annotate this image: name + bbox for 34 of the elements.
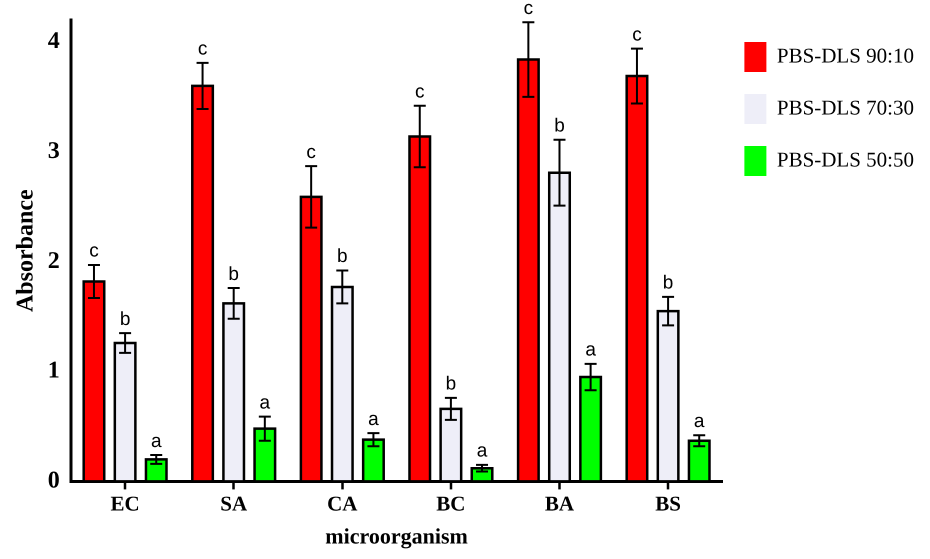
data-label: b (120, 308, 130, 330)
data-label: b (337, 246, 348, 268)
data-label: c (306, 142, 316, 163)
data-label: b (446, 374, 456, 395)
x-tick-label: BS (655, 491, 681, 516)
x-tick-label: SA (220, 491, 248, 516)
data-label: c (415, 81, 425, 102)
data-label: b (662, 272, 674, 294)
data-label: b (228, 264, 239, 285)
data-label: a (476, 440, 488, 462)
y-tick-label: 0 (48, 468, 60, 494)
y-tick-label: 4 (48, 28, 60, 54)
x-axis-title: microorganism (325, 523, 468, 548)
data-label: b (554, 115, 565, 136)
x-tick-label: BA (544, 491, 575, 516)
data-label: a (260, 392, 271, 414)
data-label: c (524, 0, 534, 19)
data-label: c (89, 240, 99, 262)
data-label: a (585, 340, 596, 361)
legend-label: PBS-DLS 90:10 (776, 44, 914, 68)
x-tick-label: CA (327, 491, 358, 516)
y-tick-label: 2 (48, 248, 60, 274)
y-tick-label: 3 (48, 138, 60, 164)
data-label: a (150, 430, 162, 452)
legend-label: PBS-DLS 70:30 (776, 96, 914, 120)
legend-label: PBS-DLS 50:50 (776, 148, 914, 172)
y-tick-label: 1 (48, 358, 60, 384)
y-axis-title: Absorbance (12, 189, 39, 312)
data-label: c (632, 24, 642, 46)
data-label: a (368, 408, 380, 430)
data-label: a (694, 410, 705, 432)
x-tick-label: BC (436, 491, 466, 516)
data-label: c (198, 38, 208, 60)
x-tick-label: EC (110, 491, 140, 516)
